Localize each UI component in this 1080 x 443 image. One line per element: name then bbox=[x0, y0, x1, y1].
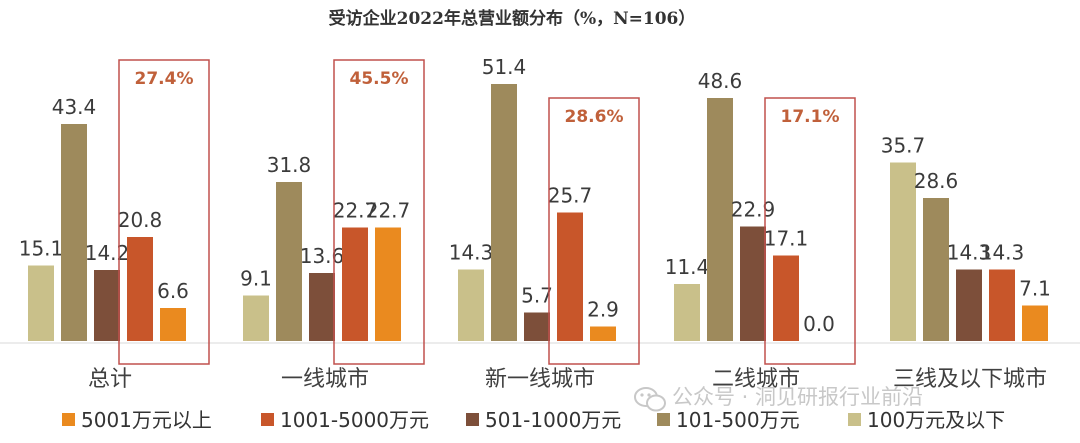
bar-2-4 bbox=[590, 326, 616, 341]
data-label-1-4: 22.7 bbox=[366, 199, 411, 223]
legend-label-2: 501-1000万元 bbox=[485, 408, 621, 432]
legend-swatch-4 bbox=[848, 413, 861, 426]
legend-label-0: 5001万元以上 bbox=[81, 408, 212, 432]
category-label-2: 新一线城市 bbox=[485, 367, 595, 392]
bar-4-0 bbox=[890, 162, 916, 341]
callout-label-2: 28.6% bbox=[565, 107, 624, 127]
bar-3-2 bbox=[740, 226, 766, 341]
data-label-0-4: 6.6 bbox=[157, 279, 189, 303]
data-label-3-3: 17.1 bbox=[764, 227, 809, 251]
bar-2-0 bbox=[458, 269, 484, 341]
bar-3-3 bbox=[773, 255, 799, 341]
category-label-1: 一线城市 bbox=[281, 367, 369, 392]
callout-box-1 bbox=[333, 59, 425, 365]
bar-2-2 bbox=[524, 312, 550, 341]
data-label-0-2: 14.2 bbox=[85, 241, 130, 265]
bar-0-0 bbox=[28, 265, 54, 341]
bar-2-3 bbox=[557, 212, 583, 341]
bar-0-4 bbox=[160, 308, 186, 341]
bar-0-3 bbox=[127, 237, 153, 341]
data-label-2-0: 14.3 bbox=[449, 241, 494, 265]
data-label-1-2: 13.6 bbox=[300, 244, 345, 268]
bar-1-1 bbox=[276, 182, 302, 341]
legend: 5001万元以上 1001-5000万元 501-1000万元 101-500万元 10… bbox=[62, 408, 1005, 432]
data-label-0-3: 20.8 bbox=[118, 208, 163, 232]
bar-1-3 bbox=[342, 227, 368, 341]
bar-4-3 bbox=[989, 269, 1015, 341]
watermark-text: 公众号 · 洞见研报行业前沿 bbox=[672, 385, 923, 409]
bars-group: 15.1 43.4 14.2 20.8 6.6 9.1 31.8 13.6 22.722.7 14… bbox=[19, 55, 1051, 341]
data-label-2-2: 5.7 bbox=[521, 284, 553, 308]
data-label-2-3: 25.7 bbox=[548, 184, 593, 208]
category-label-4: 三线及以下城市 bbox=[893, 367, 1047, 392]
data-label-4-2: 14.3 bbox=[947, 241, 992, 265]
data-label-0-1: 43.4 bbox=[52, 95, 97, 119]
callout-label-0: 27.4% bbox=[135, 69, 194, 89]
bar-4-1 bbox=[923, 198, 949, 341]
watermark: 公众号 · 洞见研报行业前沿 bbox=[634, 385, 923, 412]
data-label-4-4: 7.1 bbox=[1019, 277, 1051, 301]
data-label-0-0: 15.1 bbox=[19, 237, 64, 261]
legend-label-1: 1001-5000万元 bbox=[280, 408, 429, 432]
bar-3-0 bbox=[674, 284, 700, 341]
callout-box-2 bbox=[548, 97, 640, 365]
bar-4-2 bbox=[956, 269, 982, 341]
bar-3-1 bbox=[707, 98, 733, 341]
callouts-group: 27.4% 45.5% 28.6% 17.1% bbox=[118, 59, 856, 365]
callout-label-3: 17.1% bbox=[781, 107, 840, 127]
legend-swatch-1 bbox=[261, 413, 274, 426]
chart-title: 受访企业2022年总营业额分布（%，N=106） bbox=[329, 8, 696, 29]
wechat-icon bbox=[634, 387, 666, 412]
bar-1-4 bbox=[375, 227, 401, 341]
data-label-2-4: 2.9 bbox=[587, 298, 619, 322]
data-label-1-0: 9.1 bbox=[240, 267, 272, 291]
category-labels: 总计 一线城市 新一线城市 二线城市 三线及以下城市 bbox=[88, 367, 1047, 392]
callout-box-3 bbox=[764, 97, 856, 365]
legend-label-4: 100万元及以下 bbox=[867, 408, 1005, 432]
data-label-4-3: 14.3 bbox=[980, 241, 1025, 265]
category-label-3: 二线城市 bbox=[712, 367, 800, 392]
bar-4-4 bbox=[1022, 305, 1048, 341]
data-label-4-1: 28.6 bbox=[914, 169, 959, 193]
legend-swatch-0 bbox=[62, 413, 75, 426]
category-label-0: 总计 bbox=[88, 367, 132, 392]
data-label-2-1: 51.4 bbox=[482, 55, 527, 79]
data-label-3-2: 22.9 bbox=[731, 198, 776, 222]
legend-swatch-3 bbox=[657, 413, 670, 426]
data-label-1-1: 31.8 bbox=[267, 153, 312, 177]
data-label-4-0: 35.7 bbox=[881, 134, 926, 158]
callout-box-0 bbox=[118, 59, 210, 365]
data-label-3-0: 11.4 bbox=[665, 255, 710, 279]
legend-label-3: 101-500万元 bbox=[676, 408, 800, 432]
bar-2-1 bbox=[491, 84, 517, 341]
bar-1-0 bbox=[243, 295, 269, 341]
legend-swatch-2 bbox=[466, 413, 479, 426]
bar-0-1 bbox=[61, 124, 87, 341]
callout-label-1: 45.5% bbox=[350, 69, 409, 89]
bar-1-2 bbox=[309, 273, 335, 341]
data-label-3-1: 48.6 bbox=[698, 69, 743, 93]
data-label-1-3: 22.7 bbox=[333, 199, 378, 223]
bar-0-2 bbox=[94, 270, 120, 341]
data-label-3-4: 0.0 bbox=[803, 312, 835, 336]
